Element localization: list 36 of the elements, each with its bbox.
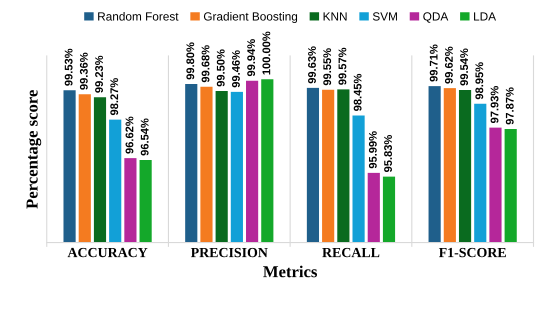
data-label: 100.00%	[262, 32, 270, 74]
data-label: 99.36%	[80, 52, 88, 90]
legend-label: Gradient Boosting	[204, 12, 298, 23]
data-label: 99.57%	[338, 48, 346, 85]
y-axis-title: Percentage score	[26, 90, 42, 209]
x-tick-label: ACCURACY	[68, 248, 148, 258]
data-label: 99.62%	[444, 46, 453, 84]
data-label: 95.99%	[368, 131, 377, 168]
data-label: 99.68%	[202, 45, 210, 82]
data-label: 95.83%	[384, 135, 392, 172]
data-label: 97.93%	[490, 86, 498, 124]
data-label: 96.54%	[140, 118, 149, 156]
data-label: 99.46%	[232, 50, 240, 88]
data-label: 98.27%	[110, 78, 118, 116]
x-tick-label: F1-SCORE	[438, 248, 506, 258]
data-label: 96.62%	[126, 116, 134, 154]
data-label: 99.54%	[460, 48, 468, 86]
data-label: 99.23%	[95, 56, 103, 93]
data-label: 99.55%	[323, 48, 332, 86]
legend-label: SVM	[372, 12, 397, 21]
data-label: 99.94%	[247, 39, 256, 76]
legend-label: KNN	[324, 12, 347, 21]
legend-label: Random Forest	[98, 12, 178, 21]
data-label: 98.45%	[354, 74, 362, 111]
legend-label: LDA	[474, 12, 496, 21]
data-label: 99.71%	[430, 44, 438, 82]
data-label: 99.80%	[186, 42, 194, 80]
data-label: 99.63%	[308, 46, 316, 84]
x-tick-label: PRECISION	[190, 248, 268, 258]
x-axis-title: Metrics	[263, 266, 318, 278]
legend-label: QDA	[423, 12, 448, 23]
x-tick-label: RECALL	[322, 248, 380, 258]
data-label: 99.53%	[64, 48, 73, 86]
data-label: 99.50%	[216, 49, 225, 86]
data-label: 98.95%	[475, 62, 484, 100]
data-label: 97.87%	[506, 87, 514, 124]
